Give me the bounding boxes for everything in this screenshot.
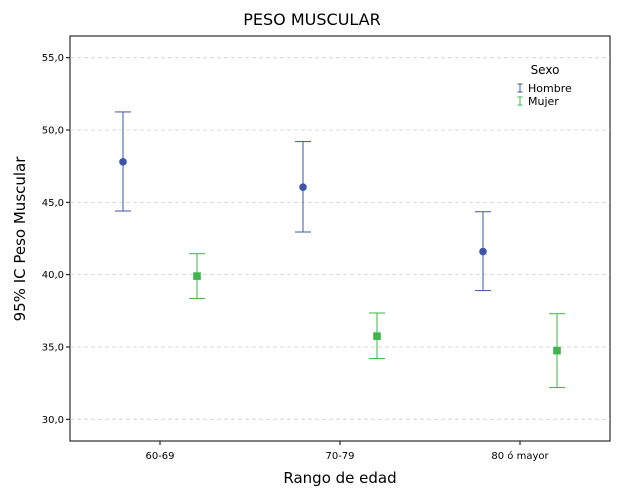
x-axis-title: Rango de edad [283,469,396,487]
y-axis-title: 95% IC Peso Muscular [11,156,29,322]
y-tick-label: 35,0 [42,342,64,353]
y-tick-label: 30,0 [42,415,64,426]
legend-title: Sexo [531,63,560,77]
mean-marker-hombre [299,183,307,191]
x-tick-label: 70-79 [325,451,354,462]
x-tick-label: 60-69 [145,451,174,462]
y-tick-label: 40,0 [42,270,64,281]
y-tick-label: 50,0 [42,126,64,137]
x-tick-label: 80 ó mayor [491,450,549,462]
mean-marker-mujer [193,272,201,280]
legend-label-hombre: Hombre [528,82,572,95]
mean-marker-hombre [119,158,127,166]
legend-label-mujer: Mujer [528,95,559,108]
y-tick-label: 45,0 [42,198,64,209]
chart-title: PESO MUSCULAR [243,10,381,29]
y-tick-label: 55,0 [42,53,64,64]
plot-area: 30,0 35,0 40,0 45,0 50,0 55,0 60-69 70-79 80 ó m… [42,35,611,462]
mean-marker-mujer [373,332,381,340]
mean-marker-hombre [479,247,487,256]
mean-marker-mujer [553,346,561,355]
